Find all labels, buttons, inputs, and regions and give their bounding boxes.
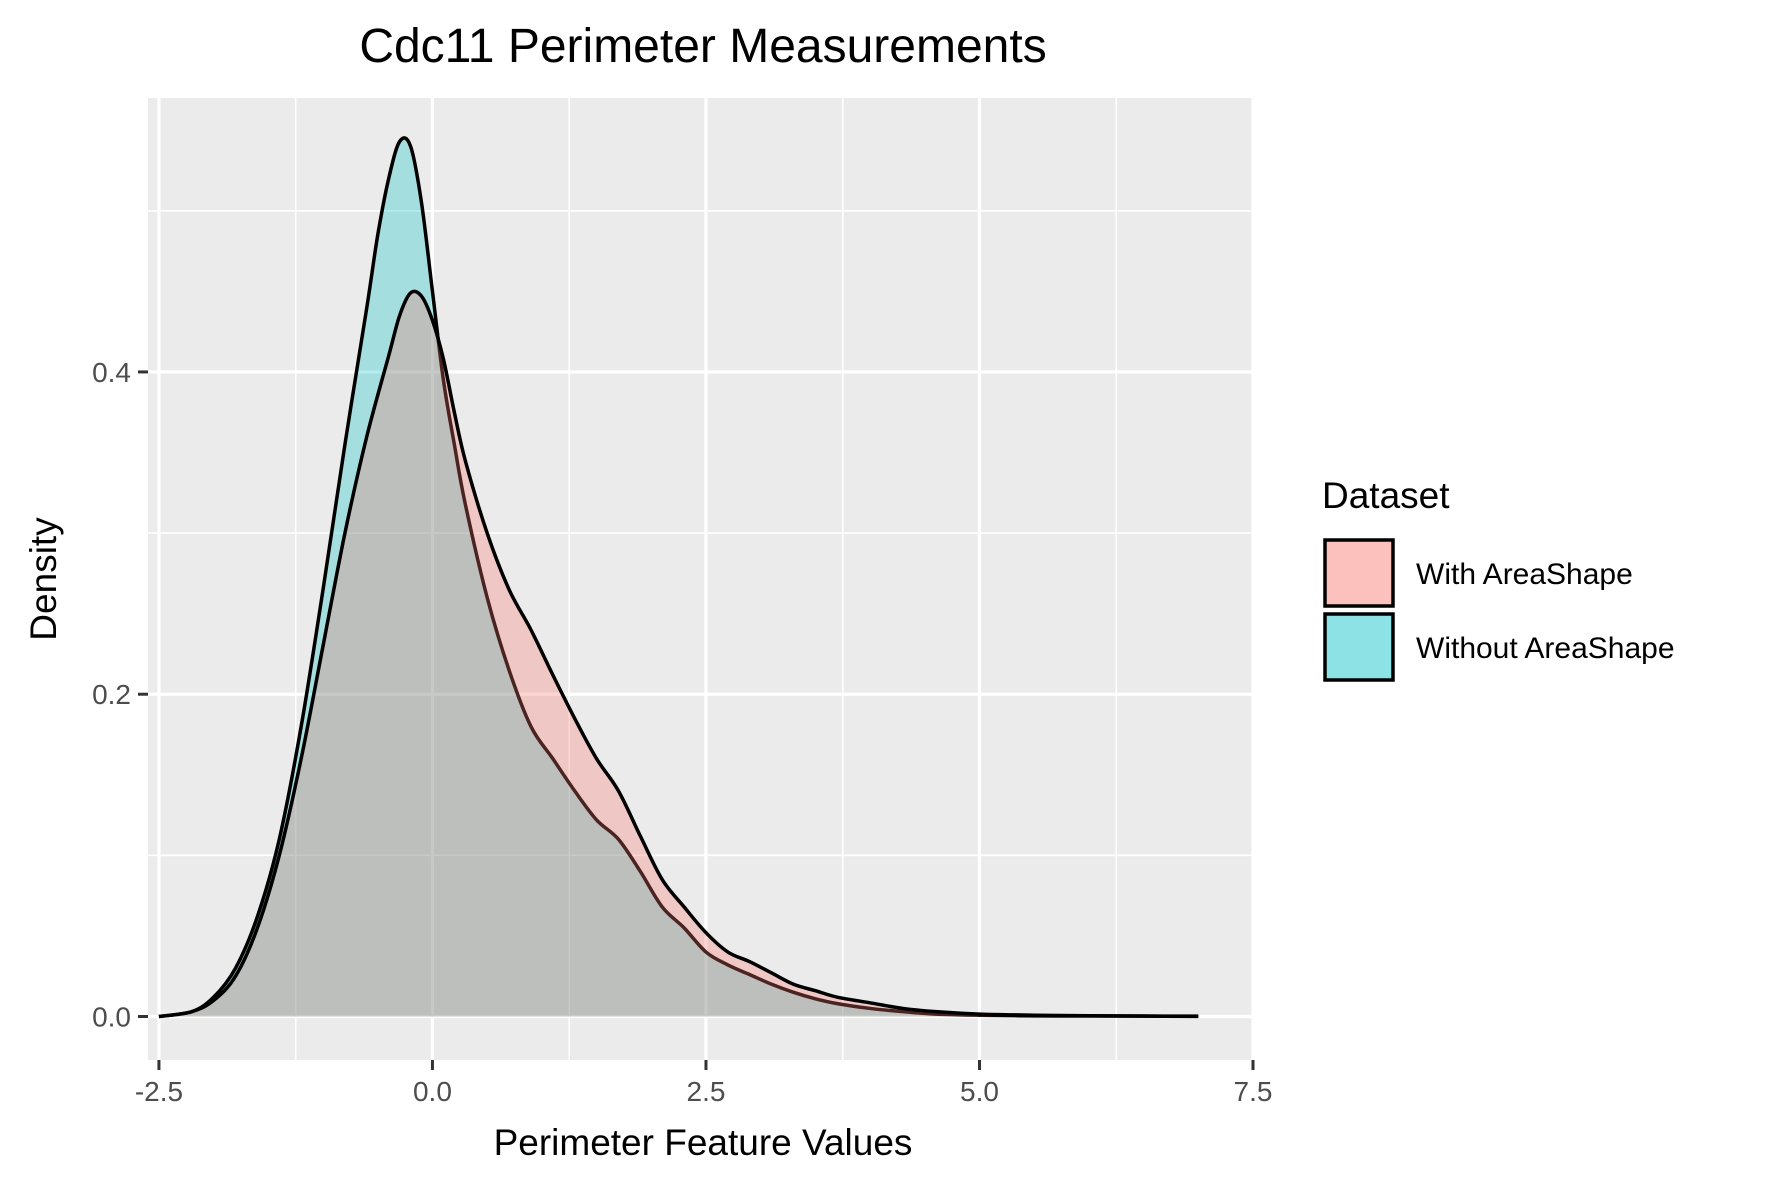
density-line-with-areashape	[158, 289, 1199, 1019]
y-tick-label: 0.2	[92, 679, 131, 710]
density-area-with-areashape	[158, 291, 1199, 1017]
density-area-without-areashape	[158, 137, 1199, 1017]
legend-label-with-areashape: With AreaShape	[1416, 558, 1633, 591]
density-series	[158, 136, 1199, 1019]
x-tick-label: 5.0	[960, 1076, 999, 1107]
x-axis-title: Perimeter Feature Values	[494, 1122, 913, 1163]
x-tick-label: 0.0	[413, 1076, 452, 1107]
legend-title: Dataset	[1322, 475, 1450, 516]
density-line-without-areashape	[158, 136, 1199, 1019]
legend: Dataset With AreaShape Without AreaShape	[1322, 475, 1675, 682]
y-axis-title: Density	[23, 517, 64, 641]
chart-title: Cdc11 Perimeter Measurements	[359, 20, 1046, 73]
x-tick-label: 2.5	[687, 1076, 726, 1107]
y-tick-label: 0.0	[92, 1001, 131, 1032]
y-tick-label: 0.4	[92, 357, 131, 388]
legend-key-with-areashape	[1323, 538, 1395, 608]
minor-gridlines	[148, 98, 1253, 1060]
legend-label-without-areashape: Without AreaShape	[1416, 632, 1675, 665]
axes: -2.5 0.0 2.5 5.0 7.5 0.0 0.2 0.4	[92, 357, 1272, 1107]
legend-key-without-areashape	[1323, 612, 1395, 682]
plot-panel	[148, 98, 1253, 1060]
legend-item-without-areashape: Without AreaShape	[1323, 612, 1675, 682]
major-gridlines	[148, 98, 1255, 1060]
x-tick-label: -2.5	[135, 1076, 183, 1107]
legend-item-with-areashape: With AreaShape	[1323, 538, 1633, 608]
x-tick-label: 7.5	[1234, 1076, 1273, 1107]
